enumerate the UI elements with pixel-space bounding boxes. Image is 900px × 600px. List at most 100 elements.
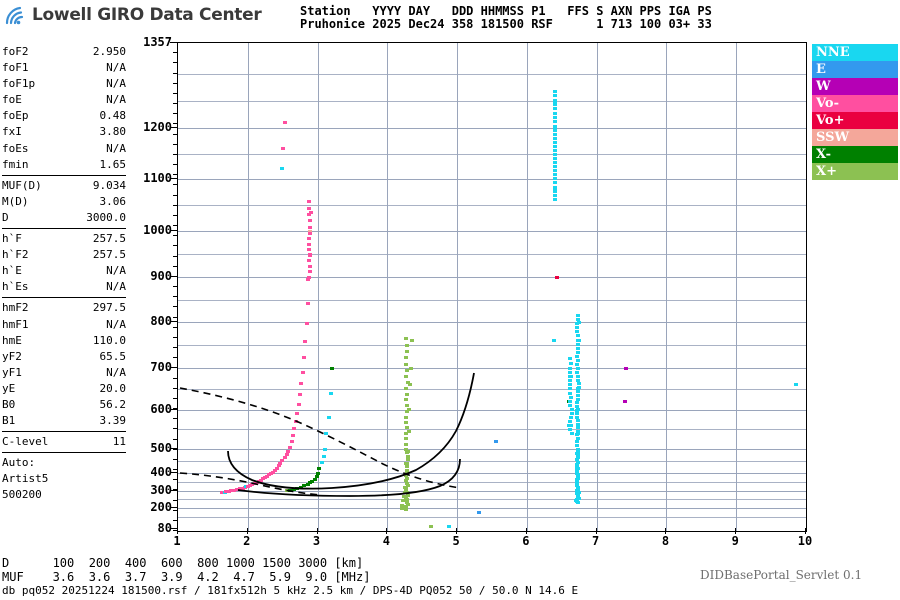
param-key: B1 xyxy=(2,413,15,429)
param-key: yE xyxy=(2,381,15,397)
param-key: foF1 xyxy=(2,60,29,76)
param-row: C-level 11 xyxy=(2,434,126,450)
legend-item-x-[interactable]: X+ xyxy=(812,163,898,180)
y-axis-tick-label: 1000 xyxy=(143,223,172,237)
divider xyxy=(2,452,126,453)
dmuf-row-d: D 100 200 400 600 800 1000 1500 3000 [km… xyxy=(2,556,363,570)
divider xyxy=(2,175,126,176)
legend-item-ssw[interactable]: SSW xyxy=(812,129,898,146)
x-axis-tick-label: 8 xyxy=(662,534,669,548)
y-axis-tick-label: 900 xyxy=(150,269,172,283)
autoscaler-line: Artist5 xyxy=(2,471,126,487)
ionogram-plot[interactable] xyxy=(177,42,807,532)
param-value: 3000.0 xyxy=(86,210,126,226)
param-key: D xyxy=(2,210,9,226)
x-axis-tick-label: 4 xyxy=(383,534,390,548)
x-axis-tick xyxy=(386,528,387,534)
x-axis-tick xyxy=(805,528,806,534)
y-axis-tick xyxy=(170,507,177,508)
legend-item-e[interactable]: E xyxy=(812,61,898,78)
param-key: C-level xyxy=(2,434,48,450)
param-row: B1 3.39 xyxy=(2,413,126,429)
autoscaler-line: 500200 xyxy=(2,487,126,503)
x-axis-tick-label: 1 xyxy=(173,534,180,548)
x-axis-tick-label: 7 xyxy=(592,534,599,548)
x-axis-tick xyxy=(526,528,527,534)
param-key: h`F xyxy=(2,231,22,247)
parameter-panel: foF2 2.950 foF1 N/A foF1p N/A foE N/A foEp 0.48 fx… xyxy=(2,44,126,504)
y-axis-tick-label: 300 xyxy=(150,483,172,497)
param-row: foF1p N/A xyxy=(2,76,126,92)
y-axis-ticks xyxy=(170,42,177,532)
param-key: foEs xyxy=(2,141,29,157)
legend-item-x-[interactable]: X- xyxy=(812,146,898,163)
brand-name: Lowell GIRO Data Center xyxy=(32,5,261,25)
autoscaler-line: Auto: xyxy=(2,455,126,471)
param-key: h`F2 xyxy=(2,247,29,263)
legend-item-w[interactable]: W xyxy=(812,78,898,95)
param-key: foF1p xyxy=(2,76,35,92)
param-row: fxI 3.80 xyxy=(2,124,126,140)
y-axis-tick xyxy=(170,528,177,529)
y-axis-tick-label: 800 xyxy=(150,314,172,328)
param-key: foF2 xyxy=(2,44,29,60)
param-key: hmF1 xyxy=(2,317,29,333)
x-axis-tick-label: 9 xyxy=(732,534,739,548)
param-row: M(D) 3.06 xyxy=(2,194,126,210)
param-row: h`F2 257.5 xyxy=(2,247,126,263)
param-row: yF2 65.5 xyxy=(2,349,126,365)
param-group-virtual-heights: h`F 257.5 h`F2 257.5 h`E N/A h`Es N/A xyxy=(2,231,126,295)
param-group-profile: hmF2 297.5 hmF1 N/A hmE 110.0 yF2 65.5 yF1 N/A yE 2… xyxy=(2,300,126,429)
divider xyxy=(2,297,126,298)
legend-rail xyxy=(806,44,807,180)
x-axis-tick-label: 6 xyxy=(522,534,529,548)
param-row: yE 20.0 xyxy=(2,381,126,397)
x-axis-tick xyxy=(177,528,178,534)
x-axis-tick xyxy=(665,528,666,534)
divider xyxy=(2,228,126,229)
y-axis-tick xyxy=(170,178,177,179)
param-key: M(D) xyxy=(2,194,29,210)
y-axis-tick-label: 400 xyxy=(150,465,172,479)
y-axis-tick xyxy=(170,472,177,473)
y-axis-tick-label: 1357 xyxy=(143,35,172,49)
x-axis-tick-label: 5 xyxy=(452,534,459,548)
param-key: fmin xyxy=(2,157,29,173)
legend-item-vo-[interactable]: Vo+ xyxy=(812,112,898,129)
param-row: foE N/A xyxy=(2,92,126,108)
param-key: hmE xyxy=(2,333,22,349)
param-group-clevel: C-level 11 xyxy=(2,434,126,450)
autoscaler-info: Auto: Artist5 500200 xyxy=(2,455,126,503)
x-axis-tick-label: 2 xyxy=(243,534,250,548)
param-row: D 3000.0 xyxy=(2,210,126,226)
param-key: yF2 xyxy=(2,349,22,365)
y-axis-tick-label: 500 xyxy=(150,441,172,455)
legend[interactable]: NNE E W Vo- Vo+ SSW X- X+ xyxy=(812,44,898,180)
param-row: foEs N/A xyxy=(2,141,126,157)
x-axis-tick xyxy=(317,528,318,534)
param-row: foF1 N/A xyxy=(2,60,126,76)
param-row: hmF1 N/A xyxy=(2,317,126,333)
param-key: foE xyxy=(2,92,22,108)
param-key: h`E xyxy=(2,263,22,279)
param-row: foF2 2.950 xyxy=(2,44,126,60)
param-row: foEp 0.48 xyxy=(2,108,126,124)
servlet-version: DIDBasePortal_Servlet 0.1 xyxy=(700,568,862,582)
y-axis-tick xyxy=(170,127,177,128)
station-header: Station YYYY DAY DDD HHMMSS P1 FFS S AXN… xyxy=(300,5,712,31)
y-axis-tick-label: 700 xyxy=(150,360,172,374)
y-axis-tick xyxy=(170,409,177,410)
legend-item-nne[interactable]: NNE xyxy=(812,44,898,61)
y-axis-tick-label: 600 xyxy=(150,402,172,416)
legend-item-vo-[interactable]: Vo- xyxy=(812,95,898,112)
y-axis-tick xyxy=(170,230,177,231)
param-key: yF1 xyxy=(2,365,22,381)
param-key: hmF2 xyxy=(2,300,29,316)
x-axis-tick xyxy=(247,528,248,534)
y-axis-tick xyxy=(170,321,177,322)
x-axis-tick-label: 10 xyxy=(798,534,812,548)
x-axis-tick-label: 3 xyxy=(313,534,320,548)
param-group-muf: MUF(D) 9.034 M(D) 3.06 D 3000.0 xyxy=(2,178,126,226)
footer-metadata: db pq052 20251224 181500.rsf / 181fx512h… xyxy=(2,584,578,597)
divider xyxy=(2,431,126,432)
